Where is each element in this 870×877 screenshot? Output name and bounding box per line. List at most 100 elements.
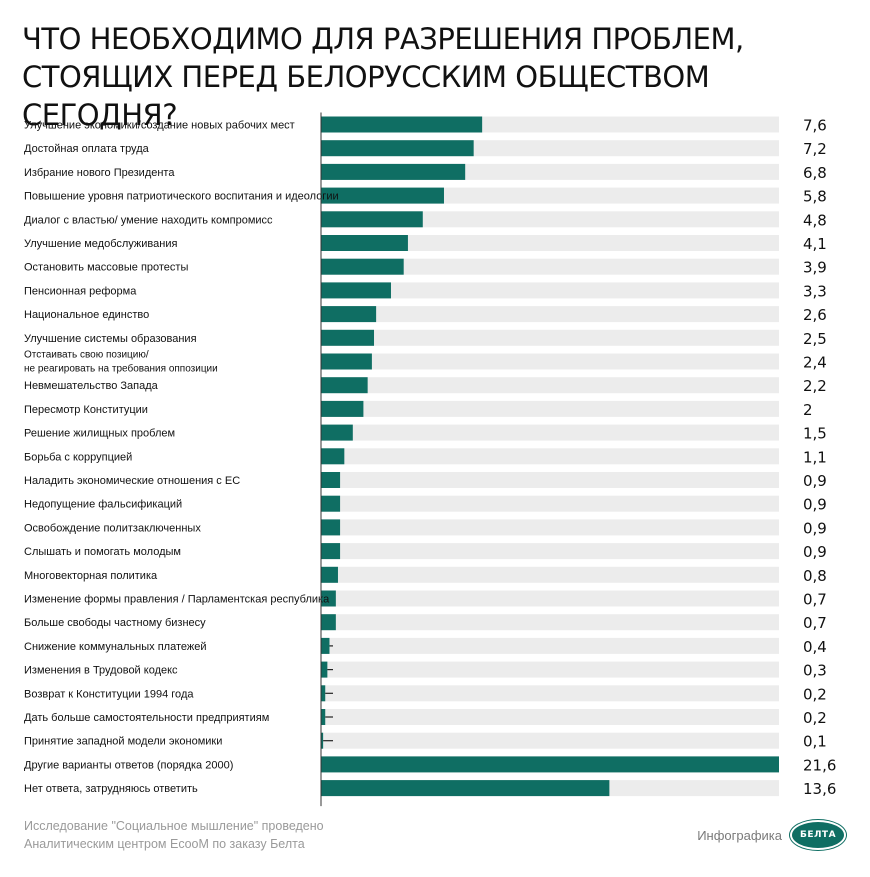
bar [321, 400, 364, 417]
bar [321, 211, 423, 228]
category-label: Невмешательство Запада [24, 380, 159, 392]
value-label: 7,2 [803, 140, 827, 158]
value-label: 0,9 [803, 496, 827, 514]
bar [321, 163, 466, 180]
source-line-2: Аналитическим центром EcooM по заказу Бе… [24, 837, 305, 851]
value-label: 2,5 [803, 330, 827, 348]
bar-track [321, 211, 779, 228]
category-label: Дать больше самостоятельности предприяти… [24, 712, 269, 724]
bar [321, 685, 326, 702]
category-label: Наладить экономические отношения с ЕС [24, 475, 240, 487]
bar [321, 258, 404, 275]
bar-track [321, 353, 779, 370]
bar-track [321, 566, 779, 583]
bar-track [321, 685, 779, 702]
bar-track [321, 543, 779, 560]
category-label: Достойная оплата труда [24, 143, 150, 155]
bar-track [321, 258, 779, 275]
bar-track [321, 235, 779, 251]
value-label: 0,9 [803, 543, 827, 561]
category-label: Улучшение медобслуживания [24, 238, 177, 250]
bar [321, 187, 444, 204]
bar [321, 329, 375, 346]
category-label: Остановить массовые протесты [24, 262, 188, 274]
bar-track [321, 472, 779, 488]
value-label: 3,3 [803, 282, 827, 300]
bar-track [321, 661, 779, 678]
category-label: Больше свободы частному бизнесу [24, 617, 206, 629]
bar [321, 732, 324, 749]
value-label: 5,8 [803, 188, 827, 206]
value-label: 0,2 [803, 685, 827, 703]
bar-track [321, 282, 779, 299]
bar [321, 472, 341, 488]
value-label: 2 [803, 401, 813, 419]
category-label: Многовекторная политика [24, 570, 158, 582]
value-label: 6,8 [803, 164, 827, 182]
bar-track [321, 448, 779, 465]
category-label: Избрание нового Президента [24, 167, 175, 179]
brand-block: Инфографика БЕЛТА [697, 820, 846, 850]
bar-track [321, 306, 779, 323]
bar [321, 495, 341, 512]
category-label: Улучшение системы образования [24, 333, 197, 345]
source-note: Исследование "Социальное мышление" прове… [24, 817, 424, 853]
category-label: Повышение уровня патриотического воспита… [24, 191, 339, 203]
value-label: 1,5 [803, 425, 827, 443]
bar [321, 116, 483, 133]
category-label: Другие варианты ответов (порядка 2000) [24, 759, 233, 771]
bar [321, 519, 341, 536]
bar-track [321, 377, 779, 394]
bar-track [321, 519, 779, 536]
bar [321, 590, 336, 607]
category-label: Диалог с властью/ умение находить компро… [24, 214, 273, 226]
bar [321, 661, 328, 678]
category-label: не реагировать на требования оппозиции [24, 363, 218, 375]
value-label: 2,6 [803, 306, 827, 324]
bar-track [321, 424, 779, 441]
value-label: 21,6 [803, 756, 836, 774]
category-label: Борьба с коррупцией [24, 451, 132, 463]
category-label: Решение жилищных проблем [24, 428, 175, 440]
value-label: 0,8 [803, 567, 827, 585]
value-label: 2,4 [803, 354, 827, 372]
value-label: 0,9 [803, 472, 827, 490]
chart-title: ЧТО НЕОБХОДИМО ДЛЯ РАЗРЕШЕНИЯ ПРОБЛЕМ, С… [22, 20, 852, 134]
category-label: Принятие западной модели экономики [24, 736, 222, 748]
value-label: 0,9 [803, 519, 827, 537]
value-label: 0,1 [803, 733, 827, 751]
bar [321, 353, 372, 370]
title-line-2: СТОЯЩИХ ПЕРЕД БЕЛОРУССКИМ ОБЩЕСТВОМ СЕГО… [22, 60, 710, 132]
bar [321, 566, 338, 583]
value-label: 0,7 [803, 591, 827, 609]
value-label: 0,4 [803, 638, 827, 656]
category-label: Пересмотр Конституции [24, 404, 148, 416]
category-label: Изменения в Трудовой кодекс [24, 665, 178, 677]
category-label: Отстаивать свою позицию/ [24, 350, 149, 361]
value-label: 2,2 [803, 377, 827, 395]
bar [321, 235, 408, 251]
bar [321, 377, 368, 394]
category-label: Слышать и помогать молодым [24, 546, 181, 558]
category-label: Освобождение политзаключенных [24, 522, 201, 534]
category-label: Снижение коммунальных платежей [24, 641, 207, 653]
category-label: Улучшение экономики/создание новых рабоч… [24, 120, 295, 132]
bar-track [321, 495, 779, 512]
value-label: 0,7 [803, 614, 827, 632]
bar [321, 140, 474, 157]
value-label: 1,1 [803, 448, 827, 466]
bar [321, 756, 779, 773]
bar-track [321, 614, 779, 631]
value-label: 0,2 [803, 709, 827, 727]
bar [321, 543, 341, 560]
belta-logo: БЕЛТА [790, 820, 846, 850]
value-label: 4,8 [803, 211, 827, 229]
title-line-1: ЧТО НЕОБХОДИМО ДЛЯ РАЗРЕШЕНИЯ ПРОБЛЕМ, [22, 22, 744, 56]
bar [321, 282, 391, 299]
value-label: 3,9 [803, 259, 827, 277]
value-label: 13,6 [803, 780, 836, 798]
bar [321, 424, 353, 441]
bar [321, 448, 345, 465]
bar-track [321, 590, 779, 607]
